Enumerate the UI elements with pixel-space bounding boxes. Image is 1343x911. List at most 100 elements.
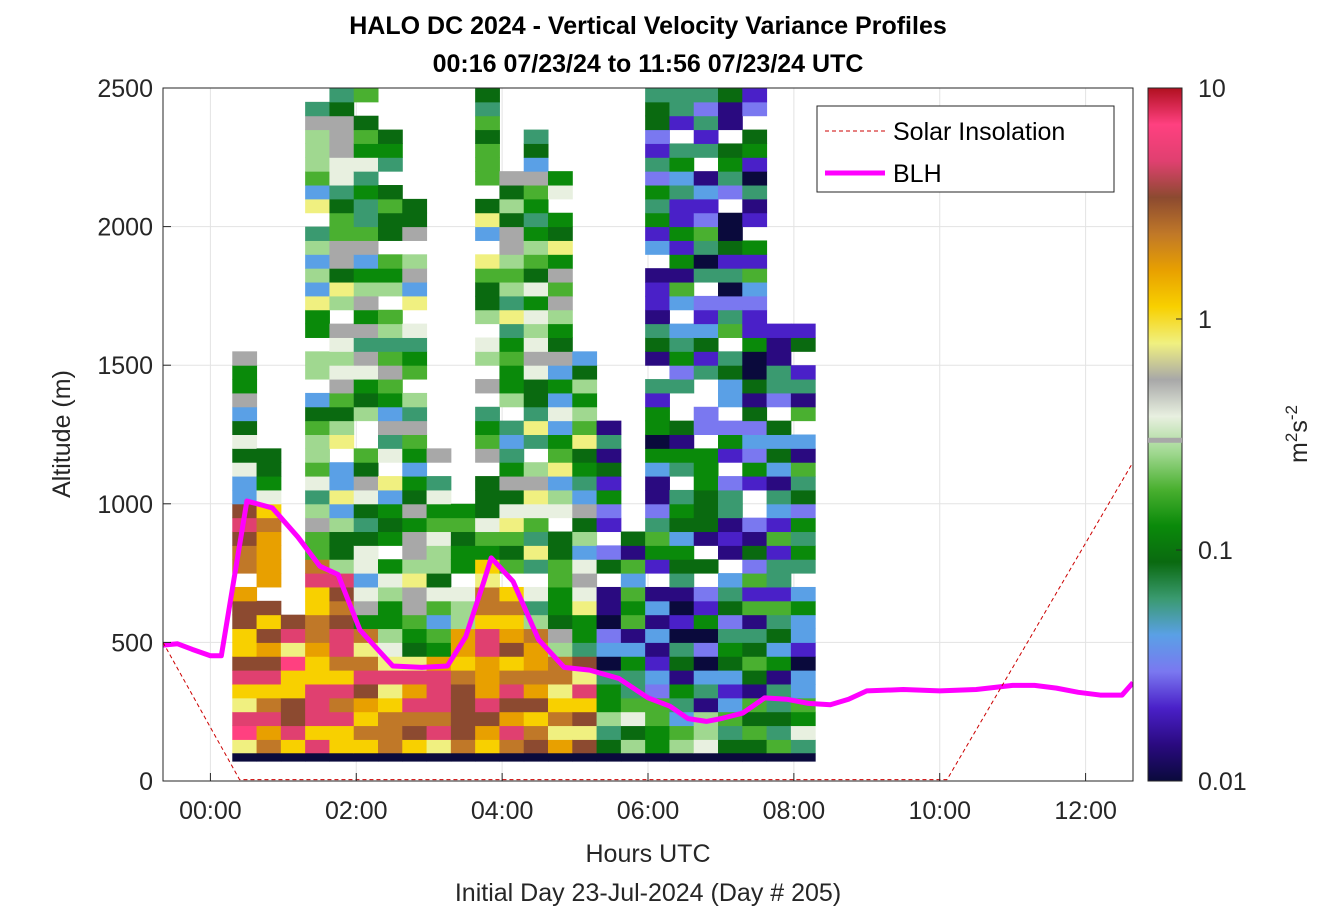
variance-cell — [256, 476, 282, 491]
variance-cell — [523, 351, 549, 366]
colorbar: 0.01 0.1 1 10 m2s-2 — [1147, 75, 1313, 796]
variance-cell — [718, 420, 743, 435]
variance-cell — [378, 226, 403, 241]
variance-cell — [523, 600, 549, 616]
variance-cell — [523, 365, 549, 380]
variance-cell — [378, 586, 403, 602]
variance-cell — [766, 351, 792, 366]
variance-cell — [329, 406, 355, 422]
variance-cell — [548, 212, 573, 228]
blanking-cell — [523, 753, 549, 762]
variance-cell — [402, 573, 428, 588]
variance-cell — [475, 198, 500, 214]
variance-cell — [402, 420, 428, 435]
variance-cell — [353, 254, 379, 269]
variance-cell — [548, 226, 573, 241]
variance-cell — [669, 337, 695, 352]
variance-cell — [475, 517, 500, 533]
variance-cell — [475, 489, 500, 505]
variance-cell — [305, 240, 330, 255]
variance-cell — [353, 212, 379, 228]
variance-cell — [596, 642, 622, 657]
variance-cell — [742, 268, 768, 283]
variance-cell — [499, 392, 525, 408]
variance-cell — [256, 573, 282, 588]
variance-cell — [718, 212, 743, 228]
variance-cell — [645, 157, 670, 172]
variance-cell — [693, 683, 719, 699]
variance-cell — [742, 670, 768, 685]
variance-cell — [353, 351, 379, 366]
variance-cell — [353, 448, 379, 463]
variance-cell — [645, 476, 670, 491]
variance-cell — [329, 628, 355, 643]
variance-cell — [669, 739, 695, 754]
variance-cell — [572, 462, 598, 477]
variance-cell — [645, 683, 670, 699]
variance-cell — [790, 711, 816, 727]
variance-cell — [232, 600, 258, 616]
variance-cell — [523, 489, 549, 505]
variance-cell — [790, 739, 816, 754]
variance-cell — [790, 614, 816, 630]
footer-label: Initial Day 23-Jul-2024 (Day # 205) — [455, 879, 841, 907]
variance-cell — [718, 614, 743, 630]
variance-cell — [232, 462, 258, 477]
variance-cell — [329, 614, 355, 630]
variance-cell — [378, 739, 403, 754]
variance-cell — [766, 573, 792, 588]
variance-cell — [548, 545, 573, 560]
variance-cell — [742, 143, 768, 158]
variance-cell — [378, 351, 403, 366]
variance-cell — [572, 420, 598, 435]
variance-cell — [718, 725, 743, 740]
variance-cell — [523, 711, 549, 727]
variance-cell — [329, 517, 355, 533]
variance-cell — [280, 614, 306, 630]
blanking-cell — [280, 753, 306, 762]
variance-cell — [402, 337, 428, 352]
variance-cell — [718, 295, 743, 311]
variance-cell — [742, 157, 768, 172]
blanking-cell — [232, 753, 258, 762]
variance-cell — [645, 129, 670, 144]
variance-cell — [475, 434, 500, 449]
variance-cell — [402, 351, 428, 366]
variance-cell — [232, 628, 258, 643]
variance-cell — [305, 282, 330, 297]
variance-cell — [353, 171, 379, 186]
variance-cell — [596, 739, 622, 754]
variance-cell — [596, 434, 622, 449]
variance-cell — [256, 462, 282, 477]
colorbar-marker — [1148, 437, 1182, 443]
variance-cell — [353, 379, 379, 394]
variance-cell — [378, 392, 403, 408]
variance-cell — [353, 697, 379, 713]
blh-line — [163, 498, 1133, 724]
variance-cell — [378, 711, 403, 727]
variance-cell — [645, 600, 670, 616]
variance-cell — [669, 115, 695, 131]
variance-cell — [450, 517, 476, 533]
variance-cell — [475, 614, 500, 630]
variance-cell — [645, 517, 670, 533]
variance-cell — [499, 683, 525, 699]
variance-cell — [523, 282, 549, 297]
variance-cell — [232, 697, 258, 713]
variance-cell — [378, 531, 403, 546]
variance-cell — [378, 614, 403, 630]
variance-cell — [353, 725, 379, 740]
variance-cell — [693, 226, 719, 241]
variance-cell — [402, 725, 428, 740]
variance-cell — [766, 559, 792, 574]
variance-cell — [402, 295, 428, 311]
variance-cell — [523, 586, 549, 602]
variance-cell — [523, 476, 549, 491]
variance-cell — [329, 143, 355, 158]
variance-cell — [572, 406, 598, 422]
variance-cell — [548, 628, 573, 643]
variance-cell — [645, 88, 670, 103]
variance-cell — [742, 282, 768, 297]
variance-cell — [523, 254, 549, 269]
